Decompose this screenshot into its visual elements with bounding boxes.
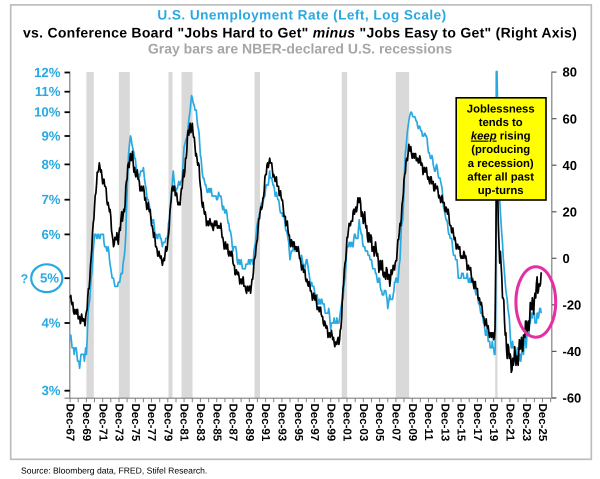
svg-text:keep rising: keep rising [471, 131, 531, 143]
svg-text:Dec-81: Dec-81 [178, 404, 190, 442]
svg-text:0: 0 [563, 251, 570, 266]
svg-text:8%: 8% [41, 157, 60, 172]
svg-text:vs. Conference Board "Jobs Har: vs. Conference Board "Jobs Hard to Get" … [23, 24, 577, 40]
svg-text:Dec-73: Dec-73 [113, 404, 125, 442]
svg-text:4%: 4% [41, 315, 60, 330]
svg-text:Dec-23: Dec-23 [520, 404, 532, 442]
svg-text:Dec-15: Dec-15 [455, 404, 467, 442]
svg-text:?: ? [21, 272, 29, 286]
svg-text:Gray bars are NBER-declared U.: Gray bars are NBER-declared U.S. recessi… [148, 41, 452, 57]
svg-text:up-turns: up-turns [478, 185, 524, 197]
svg-text:9%: 9% [41, 128, 60, 143]
svg-text:Dec-71: Dec-71 [96, 404, 108, 442]
svg-text:Dec-17: Dec-17 [471, 404, 483, 442]
svg-text:Dec-13: Dec-13 [438, 404, 450, 442]
svg-text:60: 60 [563, 111, 577, 126]
svg-text:Dec-69: Dec-69 [80, 404, 92, 442]
svg-text:6%: 6% [41, 227, 60, 242]
svg-text:Dec-83: Dec-83 [194, 404, 206, 442]
svg-text:Dec-87: Dec-87 [227, 404, 239, 442]
svg-text:80: 80 [563, 65, 577, 80]
svg-text:Dec-03: Dec-03 [357, 404, 369, 442]
svg-text:after all past: after all past [467, 171, 534, 183]
svg-text:Joblessness: Joblessness [467, 104, 535, 116]
svg-text:Dec-77: Dec-77 [145, 404, 157, 442]
svg-text:Dec-89: Dec-89 [243, 404, 255, 442]
svg-text:Dec-07: Dec-07 [390, 404, 402, 442]
svg-text:Dec-67: Dec-67 [64, 404, 76, 442]
svg-text:20: 20 [563, 204, 577, 219]
svg-text:Dec-99: Dec-99 [324, 404, 336, 442]
svg-text:(producing: (producing [471, 144, 530, 156]
svg-text:U.S. Unemployment Rate (Left,: U.S. Unemployment Rate (Left, Log Scale) [157, 8, 446, 23]
svg-text:a recession): a recession) [468, 158, 534, 170]
svg-text:-40: -40 [563, 344, 582, 359]
svg-text:10%: 10% [34, 105, 61, 120]
svg-text:11%: 11% [35, 84, 61, 99]
svg-text:Dec-97: Dec-97 [308, 404, 320, 442]
svg-text:Dec-85: Dec-85 [210, 404, 222, 442]
svg-text:Dec-09: Dec-09 [406, 404, 418, 442]
svg-text:3%: 3% [41, 383, 60, 398]
svg-text:7%: 7% [41, 192, 60, 207]
svg-text:Dec-95: Dec-95 [292, 404, 304, 442]
svg-text:Dec-01: Dec-01 [341, 404, 353, 442]
svg-text:-60: -60 [563, 391, 582, 406]
svg-text:Dec-75: Dec-75 [129, 404, 141, 442]
svg-text:tends to: tends to [479, 117, 523, 129]
svg-text:-20: -20 [563, 297, 582, 312]
svg-text:Dec-11: Dec-11 [422, 404, 434, 442]
svg-text:Dec-25: Dec-25 [536, 404, 548, 442]
svg-text:Dec-21: Dec-21 [504, 404, 516, 442]
svg-text:Dec-93: Dec-93 [276, 404, 288, 442]
svg-text:Dec-79: Dec-79 [161, 404, 173, 442]
svg-text:Source: Bloomberg data, FRED,: Source: Bloomberg data, FRED, Stifel Res… [21, 465, 207, 475]
svg-text:5%: 5% [40, 271, 59, 286]
svg-text:Dec-05: Dec-05 [373, 404, 385, 442]
svg-text:12%: 12% [34, 65, 61, 80]
svg-text:40: 40 [563, 158, 577, 173]
svg-text:Dec-19: Dec-19 [487, 404, 499, 442]
svg-text:Dec-91: Dec-91 [259, 404, 271, 442]
